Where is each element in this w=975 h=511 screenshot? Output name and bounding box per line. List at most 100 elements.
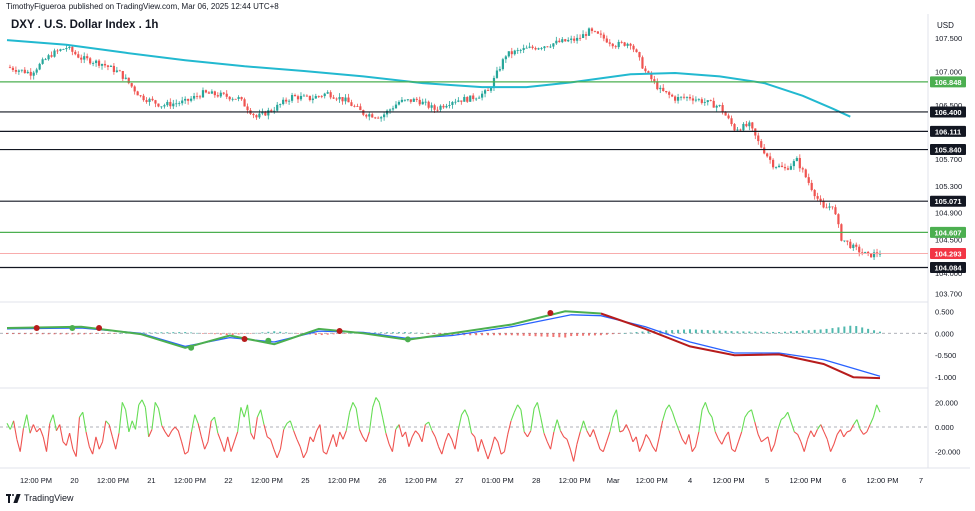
level-label-text: 106.848 xyxy=(934,78,961,87)
time-tick-label: 22 xyxy=(224,476,232,485)
candle xyxy=(139,94,142,98)
oscillator-segment xyxy=(148,429,153,438)
candle-body xyxy=(867,251,870,254)
histogram-bar xyxy=(332,333,335,335)
candle-body xyxy=(546,46,549,48)
candle xyxy=(561,37,564,44)
candle xyxy=(23,67,26,74)
candle-body xyxy=(118,70,121,72)
candle-body xyxy=(77,54,80,58)
oscillator-segment xyxy=(19,428,25,452)
histogram-bar xyxy=(433,333,436,334)
candle xyxy=(715,104,718,112)
oscillator-segment xyxy=(388,444,393,452)
oscillator-segment xyxy=(563,436,568,440)
candle xyxy=(665,90,668,94)
cross-marker xyxy=(33,324,40,331)
candle-body xyxy=(347,97,350,103)
candle xyxy=(255,114,258,120)
oscillator-segment xyxy=(306,436,311,452)
candle-body xyxy=(8,66,12,68)
oscillator-segment xyxy=(866,424,871,433)
oscillator-segment xyxy=(589,429,594,438)
candle-body xyxy=(207,92,211,94)
candle-body xyxy=(516,50,519,51)
candle xyxy=(115,66,118,73)
candle xyxy=(231,97,234,102)
candle-body xyxy=(555,40,558,44)
oscillator-segment xyxy=(204,441,209,450)
histogram-bar xyxy=(688,329,691,334)
candle-body xyxy=(451,102,454,105)
oscillator-segment xyxy=(655,436,660,452)
oscillator-segment xyxy=(718,439,723,445)
time-tick-label: 12:00 PM xyxy=(97,476,129,485)
candle xyxy=(712,97,715,108)
candle xyxy=(299,92,303,102)
histogram-bar xyxy=(611,333,614,335)
candle-body xyxy=(748,122,751,127)
histogram-bar xyxy=(439,333,442,335)
oscillator-segment xyxy=(210,416,215,422)
oscillator-segment xyxy=(803,439,809,452)
oscillator-segment xyxy=(401,431,407,438)
candle-body xyxy=(703,102,706,103)
candle xyxy=(127,77,130,85)
candle xyxy=(403,99,406,102)
candle-body xyxy=(17,70,20,72)
candle xyxy=(641,55,644,69)
histogram-bar xyxy=(469,333,472,336)
candle-body xyxy=(121,70,124,79)
candle-body xyxy=(29,71,32,76)
publisher-name[interactable]: TimothyFigueroa xyxy=(6,2,66,11)
histogram-bar xyxy=(47,333,50,335)
candle-body xyxy=(763,147,766,154)
oscillator-segment xyxy=(233,431,239,442)
candle-body xyxy=(608,42,611,44)
oscillator-segment xyxy=(36,427,41,433)
candle-body xyxy=(320,96,323,97)
histogram-bar xyxy=(273,331,276,334)
candle xyxy=(855,242,858,251)
candle xyxy=(394,101,398,109)
candle xyxy=(195,92,199,100)
level-price-label: 104.607 xyxy=(930,226,966,238)
currency-label[interactable]: USD xyxy=(937,21,954,30)
candle-body xyxy=(864,251,867,253)
level-label-bg xyxy=(930,226,966,238)
oscillator-segment xyxy=(635,436,641,452)
oscillator-segment xyxy=(352,402,357,409)
histogram-bar xyxy=(510,333,513,336)
candle xyxy=(252,112,255,119)
oscillator-segment xyxy=(480,439,486,450)
candle xyxy=(804,168,807,179)
oscillator-segment xyxy=(111,436,117,450)
candle-body xyxy=(374,117,377,119)
oscillator-segment xyxy=(322,451,327,455)
histogram-bar xyxy=(677,329,680,334)
histogram-bar xyxy=(178,332,181,334)
candle xyxy=(29,68,32,80)
candle xyxy=(276,101,279,112)
candle xyxy=(201,87,205,98)
candle xyxy=(525,45,528,49)
oscillator-segment xyxy=(694,431,700,447)
macd-line xyxy=(6,314,881,377)
candle-body xyxy=(662,87,665,92)
tradingview-logo[interactable]: TradingView xyxy=(6,493,74,503)
moving-average-line xyxy=(6,39,851,118)
candle-body xyxy=(674,96,677,101)
oscillator-segment xyxy=(527,430,532,438)
candle-body xyxy=(769,156,772,160)
candle-body xyxy=(204,90,208,93)
histogram-bar xyxy=(861,327,864,334)
candle xyxy=(816,192,819,202)
histogram-bar xyxy=(475,333,478,336)
histogram-bar xyxy=(778,332,781,334)
candle xyxy=(760,138,763,149)
candle-body xyxy=(219,92,222,97)
histogram-bar xyxy=(101,333,104,334)
candle-body xyxy=(442,105,445,108)
oscillator-segment xyxy=(434,436,440,447)
